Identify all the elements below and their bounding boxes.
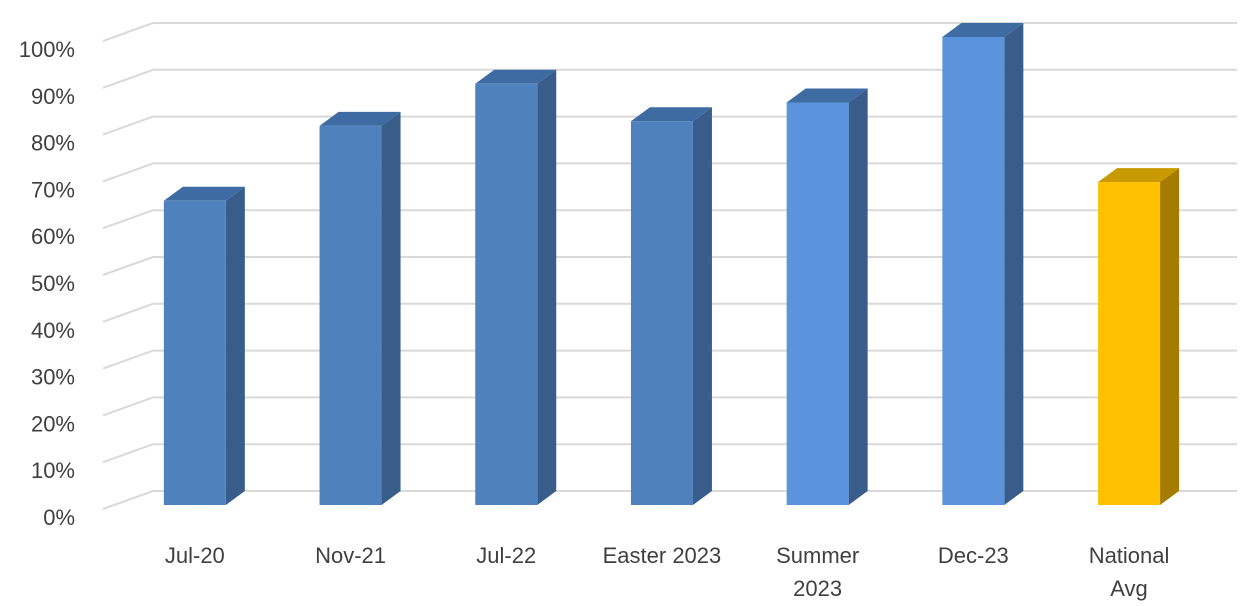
gridline [102,349,1237,370]
x-category-label: Jul-22 [476,543,536,568]
bar [319,111,401,506]
bar-top [1098,168,1180,183]
gridline [102,443,1237,464]
gridline [102,22,1237,42]
bar-front [786,102,849,506]
bar [630,107,712,506]
bar-top [630,107,712,122]
y-tick-label: 40% [31,318,75,343]
x-category-label: Dec-23 [938,543,1009,568]
y-tick-label: 30% [31,365,75,390]
x-category-label: Jul-20 [165,543,225,568]
bar [942,23,1024,505]
gridline [102,115,1237,136]
bar-front [1098,182,1161,505]
bar-side [692,107,712,506]
x-category-label: Nov-21 [315,543,386,568]
bars-layer [163,23,1180,506]
bar-side [381,111,401,506]
gridline [102,256,1237,276]
bar-top [319,111,401,126]
bar-top [786,88,868,103]
bar-front [475,83,538,506]
bar-top [942,23,1024,37]
x-category-label: National Avg [1089,543,1170,601]
bar [786,88,868,506]
gridline [102,490,1237,510]
bar-side [537,69,557,506]
y-tick-label: 50% [31,271,75,296]
gridline [102,162,1237,183]
bar-front [630,121,693,506]
gridline [102,209,1237,230]
y-tick-label: 80% [31,131,75,156]
y-tick-label: 70% [31,177,75,202]
bar-top [163,186,245,201]
gridline [102,68,1237,89]
bar [1098,168,1180,505]
bar-front [163,200,226,506]
y-axis-ticks: 0% 10% 20% 30% 40% 50% 60% 70% 80% 90% 100% [19,37,75,530]
y-tick-label: 60% [31,224,75,249]
bar-front [942,37,1005,505]
y-tick-label: 20% [31,411,75,436]
y-tick-label: 0% [43,505,75,530]
bar [163,186,245,506]
gridline [102,302,1237,323]
bar-top [475,69,557,84]
x-axis-labels: Jul-20 Nov-21 Jul-22 Easter 2023 Summer 2023 D… [165,543,1170,601]
bar-side [1004,23,1024,505]
y-tick-label: 10% [31,458,75,483]
x-category-label: Summer 2023 [776,543,859,601]
bar-side [1160,168,1180,505]
grid-layer [102,22,1237,510]
x-category-label: Easter 2023 [603,543,722,568]
bar-side [225,186,245,506]
gridline [102,396,1237,417]
y-tick-label: 100% [19,37,75,62]
bar [475,69,557,506]
bar-side [848,88,868,506]
y-tick-label: 90% [31,84,75,109]
bar-front [319,125,382,506]
